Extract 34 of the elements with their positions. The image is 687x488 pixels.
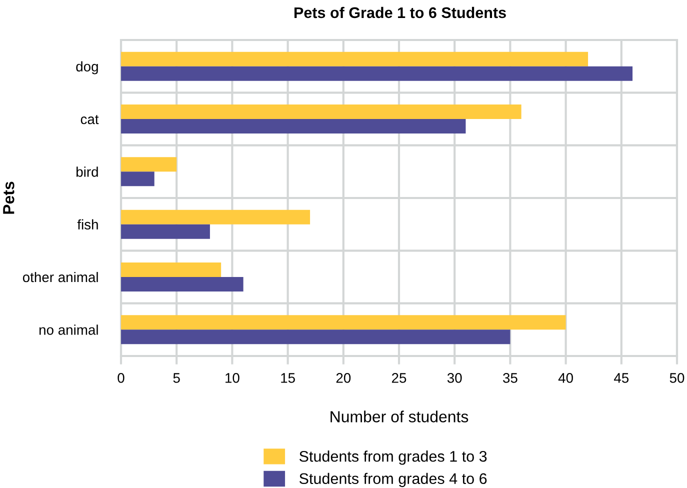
bar	[121, 277, 244, 292]
bar	[121, 330, 510, 344]
bar	[121, 315, 566, 330]
x-tick-label: 45	[614, 373, 629, 383]
y-tick-label: cat	[80, 115, 99, 124]
x-tick-label: 5	[173, 373, 180, 383]
bar	[121, 210, 310, 224]
chart-title: Pets of Grade 1 to 6 Students	[294, 6, 506, 18]
bar	[121, 262, 222, 277]
x-tick-label: 25	[392, 373, 406, 383]
x-tick-label: 0	[118, 373, 124, 383]
y-tick-label: other animal	[22, 272, 98, 282]
bar	[121, 104, 522, 119]
y-tick-label: dog	[76, 61, 98, 74]
bar	[121, 119, 466, 134]
bar	[121, 224, 210, 239]
y-tick-label: bird	[76, 166, 98, 177]
bar	[121, 66, 633, 81]
x-tick-label: 35	[503, 373, 518, 383]
x-tick-label: 30	[447, 373, 462, 383]
bar	[121, 157, 177, 172]
y-tick-label: no animal	[39, 324, 98, 335]
x-tick-label: 50	[670, 373, 684, 383]
legend-label: Students from grades 1 to 3	[299, 450, 487, 465]
y-tick-label: fish	[77, 219, 98, 230]
x-axis-title: Number of students	[330, 410, 468, 422]
x-tick-label: 20	[336, 373, 351, 383]
x-tick-label: 15	[281, 373, 295, 383]
legend-label: Students from grades 4 to 6	[299, 472, 487, 488]
x-tick-label: 10	[226, 373, 240, 383]
bar	[121, 52, 588, 66]
x-tick-label: 40	[558, 373, 573, 383]
y-axis-title: Pets	[3, 182, 14, 214]
bar	[121, 172, 154, 186]
